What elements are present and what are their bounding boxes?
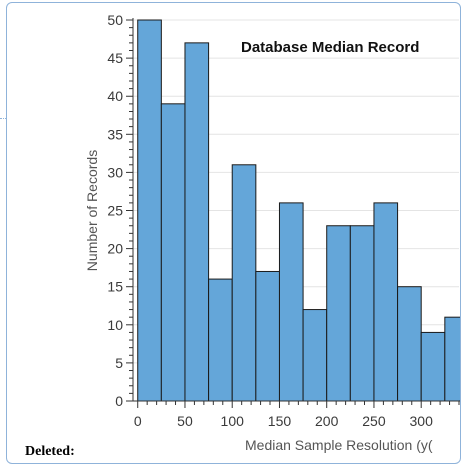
x-tick-label: 200: [315, 413, 339, 429]
y-tick-label: 20: [107, 241, 123, 257]
histogram-chart: 0 5 10 15 20 25 30 35 40 45 50 0 50 100 150 200 250 300 D…: [84, 12, 460, 453]
x-tick-label: 250: [362, 413, 386, 429]
y-axis-title: Number of Records: [84, 150, 100, 271]
x-tick-label: 100: [221, 413, 245, 429]
bar: [373, 202, 399, 402]
y-tick-label: 50: [107, 12, 123, 28]
bar: [302, 309, 328, 402]
bar: [208, 278, 233, 402]
bar: [231, 164, 257, 402]
y-tick-label: 40: [107, 88, 123, 104]
bar: [397, 286, 422, 402]
x-tick-label: 150: [268, 413, 292, 429]
bar: [160, 103, 186, 402]
bar: [278, 202, 304, 402]
bars: [137, 19, 460, 402]
bar: [255, 270, 280, 402]
bar: [326, 225, 351, 402]
y-tick-label: 45: [107, 50, 123, 66]
x-tick-label: 300: [410, 413, 434, 429]
y-tick-label: 15: [107, 279, 123, 295]
bar: [349, 225, 375, 402]
y-tick-label: 5: [115, 355, 123, 371]
x-tick-label: 0: [134, 413, 142, 429]
y-tick-label: 35: [107, 126, 123, 142]
y-tick-label: 25: [107, 203, 123, 219]
y-tick-label: 10: [107, 317, 123, 333]
axes: 0 5 10 15 20 25 30 35 40 45 50 0 50 100 150 200 250 300: [107, 12, 460, 429]
bar: [184, 42, 210, 402]
x-tick-label: 50: [177, 413, 193, 429]
x-axis-title: Median Sample Resolution (y(: [245, 437, 433, 453]
bar: [420, 331, 446, 402]
y-tick-label: 0: [115, 393, 123, 409]
deleted-label: Deleted:: [25, 444, 75, 459]
bar: [444, 316, 460, 402]
y-tick-label: 30: [107, 164, 123, 180]
chart-frame: 0 5 10 15 20 25 30 35 40 45 50 0 50 100 150 200 250 300 D…: [6, 2, 461, 464]
connector-dots: [0, 118, 6, 120]
bar: [137, 19, 162, 402]
chart-title: Database Median Record: [241, 39, 419, 56]
